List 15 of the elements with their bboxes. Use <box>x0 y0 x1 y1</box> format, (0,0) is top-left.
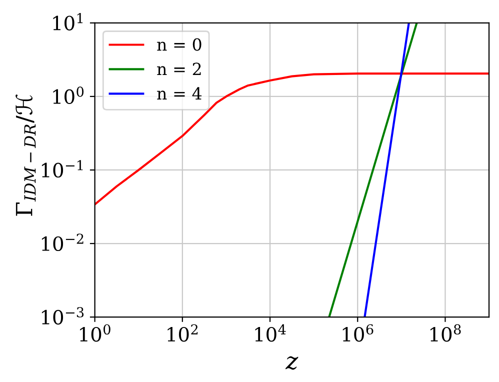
y-tick-label: 10$^{−1}$ <box>42 160 83 178</box>
x-tick-label: 10$^{0}$ <box>80 324 110 342</box>
y-tick-label: 10$^{−2}$ <box>42 234 84 252</box>
y-tick-label: 10$^{−3}$ <box>42 307 84 325</box>
legend-label: n = 0 <box>157 38 202 51</box>
y-tick-label: 10$^{0}$ <box>53 86 84 104</box>
x-tick-label: 10$^{8}$ <box>430 324 461 342</box>
x-tick-label: 10$^{2}$ <box>168 324 198 342</box>
x-axis-title: z <box>285 356 298 370</box>
legend-label: n = 2 <box>157 62 201 76</box>
legend-label: n = 4 <box>157 87 202 100</box>
y-axis-title: Γ$_{IDM−DR}$/ℋ <box>16 94 36 216</box>
x-tick-label: 10$^{4}$ <box>255 324 286 342</box>
y-tick-label: 10$^{1}$ <box>53 13 83 30</box>
x-tick-label: 10$^{6}$ <box>342 324 374 342</box>
